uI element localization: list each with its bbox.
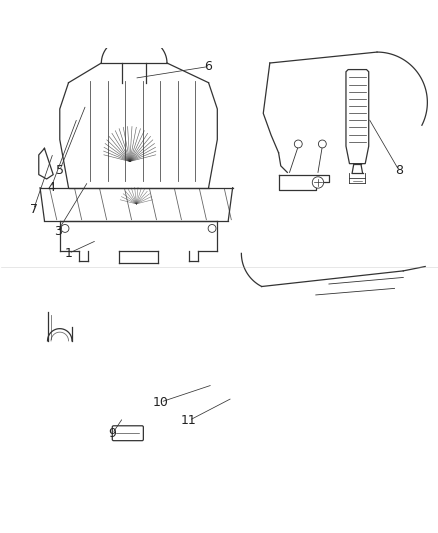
- Text: 7: 7: [29, 203, 37, 216]
- Polygon shape: [39, 148, 53, 179]
- Text: 1: 1: [64, 247, 72, 260]
- Circle shape: [61, 224, 69, 232]
- FancyBboxPatch shape: [112, 426, 143, 441]
- Text: 8: 8: [394, 164, 402, 177]
- Polygon shape: [345, 70, 368, 164]
- Polygon shape: [278, 175, 328, 190]
- Text: 5: 5: [56, 164, 64, 177]
- Circle shape: [311, 177, 323, 188]
- Circle shape: [293, 140, 301, 148]
- Text: 11: 11: [180, 414, 196, 427]
- Text: 6: 6: [204, 60, 212, 73]
- Text: 3: 3: [53, 225, 61, 238]
- Circle shape: [208, 224, 215, 232]
- Text: 4: 4: [47, 181, 55, 194]
- Text: 10: 10: [152, 395, 168, 409]
- Circle shape: [318, 140, 325, 148]
- Text: 9: 9: [108, 427, 116, 440]
